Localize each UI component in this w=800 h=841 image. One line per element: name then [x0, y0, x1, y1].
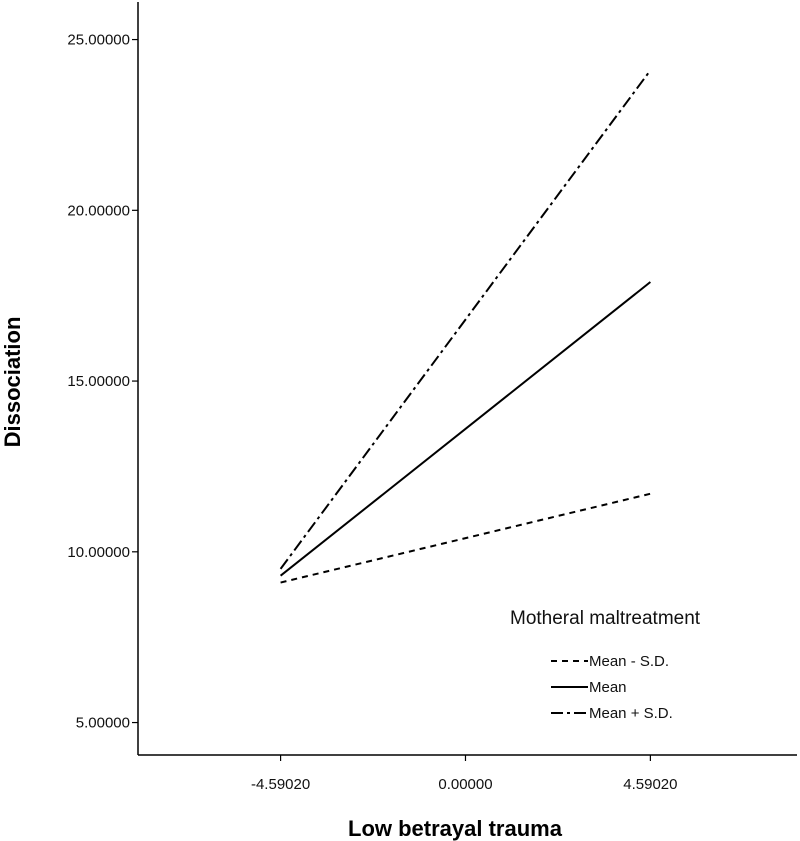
x-tick-label: 0.00000 [438, 776, 492, 793]
y-tick-label: 25.00000 [67, 32, 130, 49]
legend-title: Motheral maltreatment [510, 608, 701, 629]
series-line-2 [279, 281, 652, 577]
y-tick-label: 20.00000 [67, 202, 130, 219]
y-tick-label: 5.00000 [76, 715, 130, 732]
series-line-3 [279, 69, 652, 570]
plot-area [137, 2, 797, 756]
legend-label: Mean + S.D. [589, 705, 673, 722]
x-tick-label: 4.59020 [623, 776, 677, 793]
y-axis-title: Dissociation [0, 317, 25, 448]
y-ticks: 5.00000 10.00000 15.00000 20.00000 25.00000 [67, 32, 138, 732]
x-axis-title: Low betrayal trauma [348, 816, 563, 841]
y-tick-label: 10.00000 [67, 544, 130, 561]
series-lines [279, 69, 652, 584]
x-ticks: -4.59020 0.00000 4.59020 [251, 755, 678, 793]
legend-label: Mean - S.D. [589, 653, 669, 670]
x-tick-label: -4.59020 [251, 776, 310, 793]
legend-label: Mean [589, 679, 627, 696]
legend-items: Mean - S.D. Mean Mean + S.D. [551, 653, 673, 722]
legend: Motheral maltreatment Mean - S.D.MeanMea… [510, 608, 701, 722]
series-line-1 [280, 492, 651, 584]
y-tick-label: 15.00000 [67, 373, 130, 390]
